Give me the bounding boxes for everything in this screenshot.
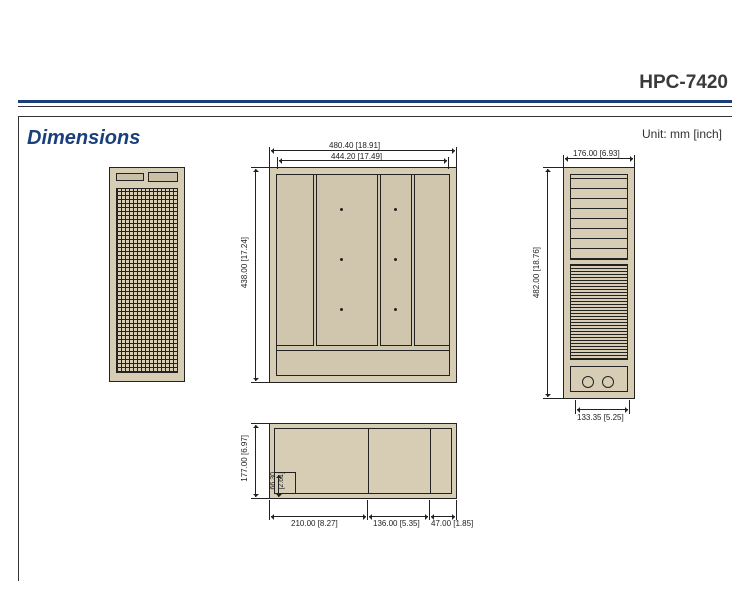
screw-icon <box>394 208 397 211</box>
dim-top-height: 438.00 [17.24] <box>240 237 249 288</box>
dim-line <box>271 150 455 151</box>
screw-icon <box>340 258 343 261</box>
rear-psu <box>570 366 628 392</box>
front-view <box>109 167 185 382</box>
screw-icon <box>340 308 343 311</box>
front-drive <box>148 172 178 182</box>
front-vent <box>116 188 178 373</box>
dim-line <box>565 158 633 159</box>
dim-line <box>577 409 628 410</box>
dim-top-outer: 480.40 [18.91] <box>329 141 380 150</box>
dim-rear-height: 482.00 [18.76] <box>532 247 541 298</box>
top-view <box>269 167 457 383</box>
dim-side-210: 210.00 [8.27] <box>291 519 338 528</box>
side-divider <box>368 428 369 494</box>
dim-line <box>431 516 455 517</box>
top-tray <box>276 350 450 376</box>
section-title: Dimensions <box>27 127 140 150</box>
dim-side-66b: [2.61] <box>278 472 285 490</box>
content-frame: Dimensions Unit: mm [inch] 480.40 [18.91… <box>18 116 732 581</box>
dim-line <box>271 516 366 517</box>
top-bay <box>276 174 314 346</box>
model-number: HPC-7420 <box>639 72 728 94</box>
rear-slots <box>570 174 628 260</box>
screw-icon <box>340 208 343 211</box>
side-view <box>269 423 457 499</box>
screw-icon <box>394 258 397 261</box>
side-divider <box>430 428 431 494</box>
rear-panel <box>570 264 628 360</box>
dim-side-136: 136.00 [5.35] <box>373 519 420 528</box>
front-badge <box>116 173 144 181</box>
dim-line <box>255 425 256 497</box>
side-inner <box>274 428 452 494</box>
rule-thick <box>18 100 732 103</box>
dim-side-66a: 66.30 <box>270 472 277 490</box>
dim-top-inner: 444.20 [17.49] <box>331 152 382 161</box>
dim-line <box>547 169 548 397</box>
dim-line <box>255 169 256 381</box>
fan-icon <box>582 376 594 388</box>
unit-label: Unit: mm [inch] <box>642 127 722 141</box>
top-bay <box>316 174 378 346</box>
dim-side-47: 47.00 [1.85] <box>431 519 473 528</box>
rear-view <box>563 167 635 399</box>
screw-icon <box>394 308 397 311</box>
dim-side-height: 177.00 [6.97] <box>240 435 249 482</box>
top-bay <box>414 174 450 346</box>
rule-thin <box>18 106 732 107</box>
dim-rear-sub: 133.35 [5.25] <box>577 413 624 422</box>
fan-icon <box>602 376 614 388</box>
dim-line <box>369 516 428 517</box>
dim-rear-width: 176.00 [6.93] <box>573 149 620 158</box>
